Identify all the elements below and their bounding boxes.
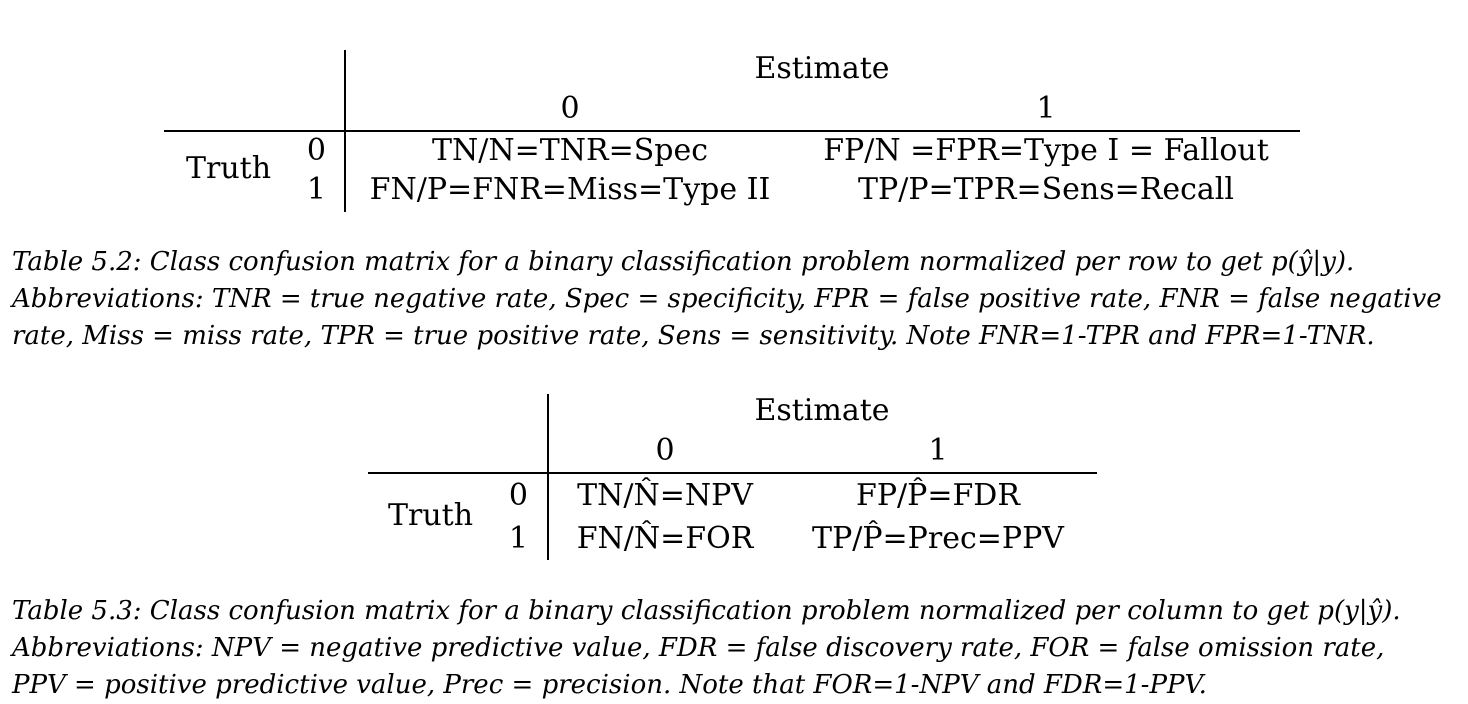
table-2-row-label-1: 1 bbox=[508, 521, 528, 556]
table-2-caption: Table 5.3: Class confusion matrix for a … bbox=[12, 593, 1456, 704]
table-1-horizontal-rule bbox=[164, 130, 1300, 132]
table-1-col-label-0: 0 bbox=[560, 91, 580, 126]
table-2-caption-line-3: PPV = positive predictive value, Prec = … bbox=[12, 670, 1207, 700]
table-1-row-label-1: 1 bbox=[306, 172, 326, 207]
table-1-cell-1-0: FN/P=FNR=Miss=Type II bbox=[369, 172, 771, 207]
table-2-caption-line-1: Table 5.3: Class confusion matrix for a … bbox=[12, 596, 1401, 626]
table-2-cell-1-1: TP/P̂=Prec=PPV bbox=[812, 521, 1064, 556]
table-2-cell-0-1: FP/P̂=FDR bbox=[856, 478, 1020, 513]
table-1-estimate-header: Estimate bbox=[754, 51, 890, 86]
table-2-truth-label: Truth bbox=[388, 498, 474, 533]
table-2-vertical-rule bbox=[547, 394, 549, 560]
table-2-cell-0-0: TN/N̂=NPV bbox=[577, 478, 753, 513]
table-2-col-label-1: 1 bbox=[928, 433, 948, 468]
table-1-col-label-1: 1 bbox=[1036, 91, 1056, 126]
table-1-caption: Table 5.2: Class confusion matrix for a … bbox=[12, 244, 1456, 355]
table-1-caption-line-2: Abbreviations: TNR = true negative rate,… bbox=[12, 284, 1442, 314]
table-2-caption-line-2: Abbreviations: NPV = negative predictive… bbox=[12, 633, 1385, 663]
table-2-row-label-0: 0 bbox=[508, 478, 528, 513]
table-2-col-label-0: 0 bbox=[655, 433, 675, 468]
table-2-cell-1-0: FN/N̂=FOR bbox=[576, 521, 754, 556]
table-1-row-label-0: 0 bbox=[306, 133, 326, 168]
table-1-truth-label: Truth bbox=[186, 151, 272, 186]
table-2-horizontal-rule bbox=[368, 472, 1097, 474]
table-1-cell-0-0: TN/N=TNR=Spec bbox=[431, 133, 709, 168]
table-2-estimate-header: Estimate bbox=[754, 393, 890, 428]
table-1-caption-line-3: rate, Miss = miss rate, TPR = true posit… bbox=[12, 321, 1375, 351]
table-1-cell-0-1: FP/N =FPR=Type I = Fallout bbox=[823, 133, 1269, 168]
table-1-caption-line-1: Table 5.2: Class confusion matrix for a … bbox=[12, 247, 1355, 277]
table-1-cell-1-1: TP/P=TPR=Sens=Recall bbox=[858, 172, 1234, 207]
